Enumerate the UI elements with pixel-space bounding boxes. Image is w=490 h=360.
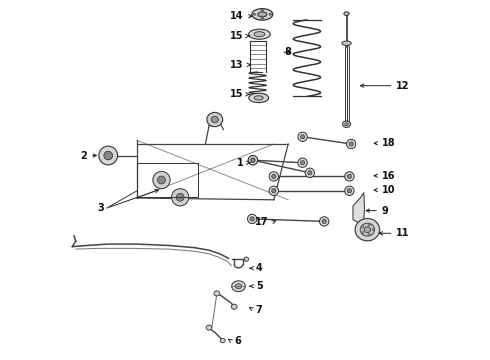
Bar [137,163,198,197]
Ellipse shape [249,93,269,103]
Ellipse shape [220,338,225,343]
Text: 6: 6 [234,336,241,346]
Text: 8: 8 [284,47,291,57]
Ellipse shape [231,304,237,309]
Ellipse shape [245,257,248,261]
Text: 2: 2 [80,150,87,161]
Ellipse shape [300,161,305,165]
Ellipse shape [271,174,276,179]
Ellipse shape [368,233,370,235]
Text: 14: 14 [230,11,244,21]
Ellipse shape [319,217,329,226]
Text: 10: 10 [382,185,395,195]
Ellipse shape [344,12,349,15]
Ellipse shape [235,284,242,289]
Text: 7: 7 [256,305,263,315]
Ellipse shape [153,171,170,189]
Text: 15: 15 [230,89,244,99]
Ellipse shape [248,156,258,165]
Text: 3: 3 [97,203,104,213]
Ellipse shape [360,223,374,236]
Text: 5: 5 [256,281,263,291]
Ellipse shape [271,189,276,193]
Ellipse shape [372,229,374,231]
Ellipse shape [253,14,256,15]
Ellipse shape [322,219,326,224]
Ellipse shape [206,325,212,330]
Ellipse shape [248,156,258,165]
Text: 12: 12 [396,81,410,91]
Ellipse shape [254,96,263,100]
Ellipse shape [104,151,113,160]
Ellipse shape [355,219,380,241]
Ellipse shape [250,217,254,221]
Ellipse shape [300,135,305,139]
Ellipse shape [254,32,265,37]
Ellipse shape [347,189,351,193]
Text: 1: 1 [237,158,244,168]
Ellipse shape [251,158,255,162]
Ellipse shape [362,231,364,234]
Text: 15: 15 [230,31,244,41]
Ellipse shape [345,172,354,181]
Ellipse shape [346,139,356,149]
Ellipse shape [207,112,222,127]
Text: 18: 18 [382,138,395,148]
Polygon shape [353,193,365,223]
Ellipse shape [343,121,350,127]
Text: 17: 17 [255,217,269,228]
Ellipse shape [305,168,315,177]
Text: 9: 9 [382,206,389,216]
Ellipse shape [251,158,255,162]
Ellipse shape [258,12,267,17]
Text: 4: 4 [256,263,263,273]
Ellipse shape [157,176,166,184]
Ellipse shape [269,14,271,15]
Ellipse shape [362,226,364,228]
Ellipse shape [261,10,264,11]
Ellipse shape [232,281,245,292]
Ellipse shape [176,193,184,201]
Ellipse shape [99,146,118,165]
Ellipse shape [248,29,270,39]
Ellipse shape [172,189,189,206]
Ellipse shape [349,142,353,146]
Ellipse shape [308,171,312,175]
Ellipse shape [368,224,370,226]
Ellipse shape [347,174,351,179]
Ellipse shape [214,291,220,296]
Ellipse shape [342,41,351,45]
Ellipse shape [345,123,348,126]
Ellipse shape [364,227,370,233]
Ellipse shape [252,9,273,20]
Ellipse shape [298,132,307,141]
Ellipse shape [269,172,278,181]
Text: 13: 13 [230,60,244,70]
Ellipse shape [211,116,219,123]
Text: 11: 11 [396,228,410,238]
Ellipse shape [345,186,354,195]
Ellipse shape [261,18,264,19]
Ellipse shape [269,186,278,195]
Text: 16: 16 [382,171,395,181]
Ellipse shape [298,158,307,167]
Ellipse shape [247,214,257,224]
